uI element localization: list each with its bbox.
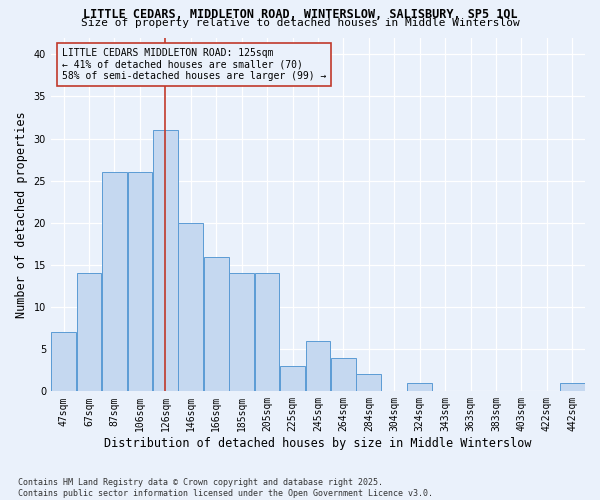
Bar <box>204 256 229 392</box>
Bar <box>77 274 101 392</box>
Bar <box>178 223 203 392</box>
Text: LITTLE CEDARS, MIDDLETON ROAD, WINTERSLOW, SALISBURY, SP5 1QL: LITTLE CEDARS, MIDDLETON ROAD, WINTERSLO… <box>83 8 517 20</box>
Text: Size of property relative to detached houses in Middle Winterslow: Size of property relative to detached ho… <box>80 18 520 28</box>
Bar <box>560 383 584 392</box>
Bar <box>280 366 305 392</box>
Bar <box>229 274 254 392</box>
Bar <box>356 374 381 392</box>
Bar <box>407 383 432 392</box>
Bar <box>255 274 280 392</box>
Text: Contains HM Land Registry data © Crown copyright and database right 2025.
Contai: Contains HM Land Registry data © Crown c… <box>18 478 433 498</box>
Bar <box>331 358 356 392</box>
X-axis label: Distribution of detached houses by size in Middle Winterslow: Distribution of detached houses by size … <box>104 437 532 450</box>
Bar <box>51 332 76 392</box>
Bar <box>305 341 330 392</box>
Bar <box>128 172 152 392</box>
Bar <box>153 130 178 392</box>
Bar <box>102 172 127 392</box>
Text: LITTLE CEDARS MIDDLETON ROAD: 125sqm
← 41% of detached houses are smaller (70)
5: LITTLE CEDARS MIDDLETON ROAD: 125sqm ← 4… <box>62 48 326 82</box>
Y-axis label: Number of detached properties: Number of detached properties <box>15 111 28 318</box>
